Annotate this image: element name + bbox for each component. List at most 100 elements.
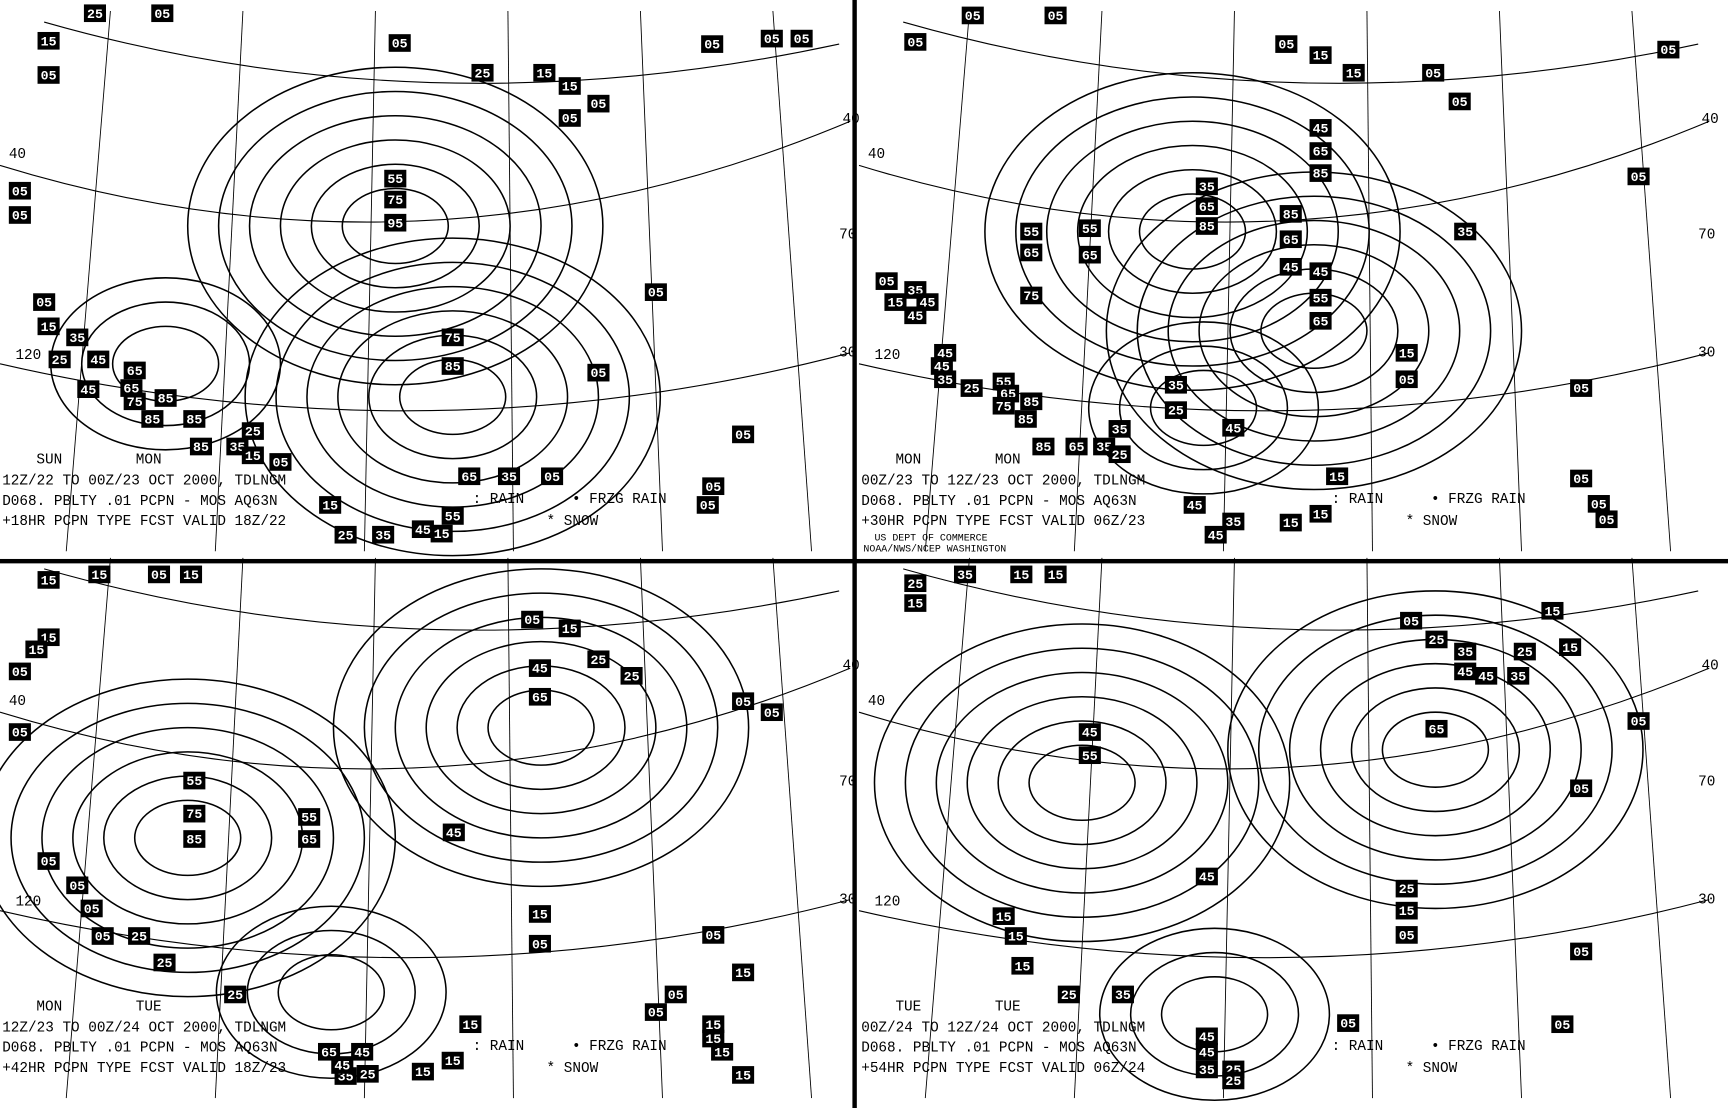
label-box — [1395, 343, 1418, 362]
label-text: 05 — [1554, 1018, 1570, 1033]
contour-label: 05 — [558, 109, 581, 127]
label-text: 85 — [1199, 220, 1215, 235]
label-text: 45 — [1187, 499, 1203, 514]
label-box — [1309, 504, 1332, 523]
contour-label: 45 — [1454, 662, 1477, 681]
label-text: 05 — [1399, 373, 1415, 388]
label-text: 15 — [1399, 904, 1415, 919]
contour-label: 45 — [904, 306, 927, 325]
label-text: 05 — [1425, 66, 1441, 81]
contour-label: 55 — [384, 169, 407, 188]
label-box — [521, 610, 544, 629]
label-text: 05 — [1631, 715, 1647, 730]
label-box — [189, 437, 212, 456]
contour — [1381, 711, 1490, 788]
contour-label: 25 — [153, 953, 176, 972]
label-text: 15 — [536, 66, 552, 81]
contour-label: 05 — [8, 662, 31, 681]
contour — [244, 237, 662, 557]
label-text: 45 — [1225, 421, 1241, 436]
contour-label: 25 — [1395, 879, 1418, 898]
contour — [1227, 590, 1644, 910]
contour-label: 15 — [992, 907, 1015, 925]
label-text: 45 — [1313, 121, 1329, 136]
contour — [1118, 345, 1289, 471]
contour-label: 05 — [961, 6, 984, 25]
contour-label: 05 — [80, 899, 103, 918]
label-text: 35 — [1457, 645, 1473, 660]
grid-label: 30 — [839, 346, 856, 362]
contour-label: 05 — [696, 496, 719, 514]
contour-label: 85 — [154, 389, 177, 407]
contour-label: 25 — [224, 985, 247, 1004]
label-text: 15 — [434, 527, 450, 542]
label-box — [471, 63, 494, 82]
contour-label: 05 — [8, 723, 31, 741]
label-text: 15 — [322, 499, 338, 514]
graticule — [903, 568, 1699, 631]
contour — [217, 90, 573, 362]
contour-label: 05 — [1570, 779, 1593, 798]
contour-label: 45 — [331, 1056, 354, 1074]
label-text: 35 — [1199, 180, 1215, 195]
meridian — [507, 557, 514, 1099]
meridian — [924, 557, 970, 1099]
contour — [215, 905, 447, 1080]
contour-label: 05 — [33, 293, 56, 311]
label-box — [1020, 222, 1043, 241]
contour-label: 25 — [128, 927, 151, 945]
contour-label: 15 — [1395, 901, 1418, 920]
label-text: 05 — [704, 38, 720, 53]
label-box — [702, 477, 725, 496]
label-text: 05 — [544, 470, 560, 485]
contour — [425, 640, 657, 815]
valid-line: +30HR PCPN TYPE FCST VALID 06Z/23 — [861, 514, 1145, 530]
contour-label: 35 — [372, 525, 395, 544]
label-box — [1627, 712, 1650, 730]
label-box — [732, 692, 755, 711]
label-box — [1454, 662, 1477, 681]
contour-label: 75 — [183, 804, 206, 823]
contour-label: 05 — [644, 283, 667, 301]
label-text: 65 — [1082, 248, 1098, 263]
contour-label: 65 — [1309, 142, 1332, 160]
contour-label: 65 — [1309, 312, 1332, 330]
label-box — [183, 410, 206, 428]
contour-label: 05 — [732, 425, 755, 444]
contour-label: 75 — [992, 396, 1015, 415]
label-text: 65 — [1199, 200, 1215, 215]
contour-label: 15 — [711, 1042, 734, 1061]
label-box — [1111, 985, 1134, 1004]
label-box — [458, 467, 481, 486]
label-box — [441, 328, 464, 347]
label-text: 05 — [12, 665, 28, 680]
day-label: TUE — [995, 999, 1021, 1015]
label-text: 45 — [1082, 726, 1098, 741]
contour-label: 15 — [319, 496, 342, 514]
label-box — [1541, 601, 1564, 620]
label-box — [1065, 437, 1088, 456]
label-box — [1195, 867, 1218, 886]
label-text: 15 — [1013, 568, 1029, 583]
contour-label: 15 — [88, 565, 111, 584]
label-text: 15 — [1562, 641, 1578, 656]
contour-label: 85 — [1195, 217, 1218, 235]
contour-label: 05 — [8, 206, 31, 224]
label-box — [80, 899, 103, 918]
label-text: 25 — [907, 577, 923, 592]
label-box — [384, 213, 407, 232]
grid-label: 40 — [842, 659, 859, 675]
label-text: 05 — [69, 879, 85, 894]
contour — [10, 702, 366, 974]
contour-label: 55 — [441, 507, 464, 525]
label-box — [1395, 370, 1418, 389]
meridian — [1631, 557, 1672, 1099]
contour-label: 15 — [1011, 956, 1034, 975]
label-text: 45 — [907, 309, 923, 324]
label-box — [702, 926, 725, 944]
label-text: 35 — [1225, 515, 1241, 530]
contour-label: 25 — [904, 574, 927, 593]
label-text: 05 — [764, 706, 780, 721]
label-text: 45 — [1199, 1030, 1215, 1045]
contour — [248, 114, 542, 338]
